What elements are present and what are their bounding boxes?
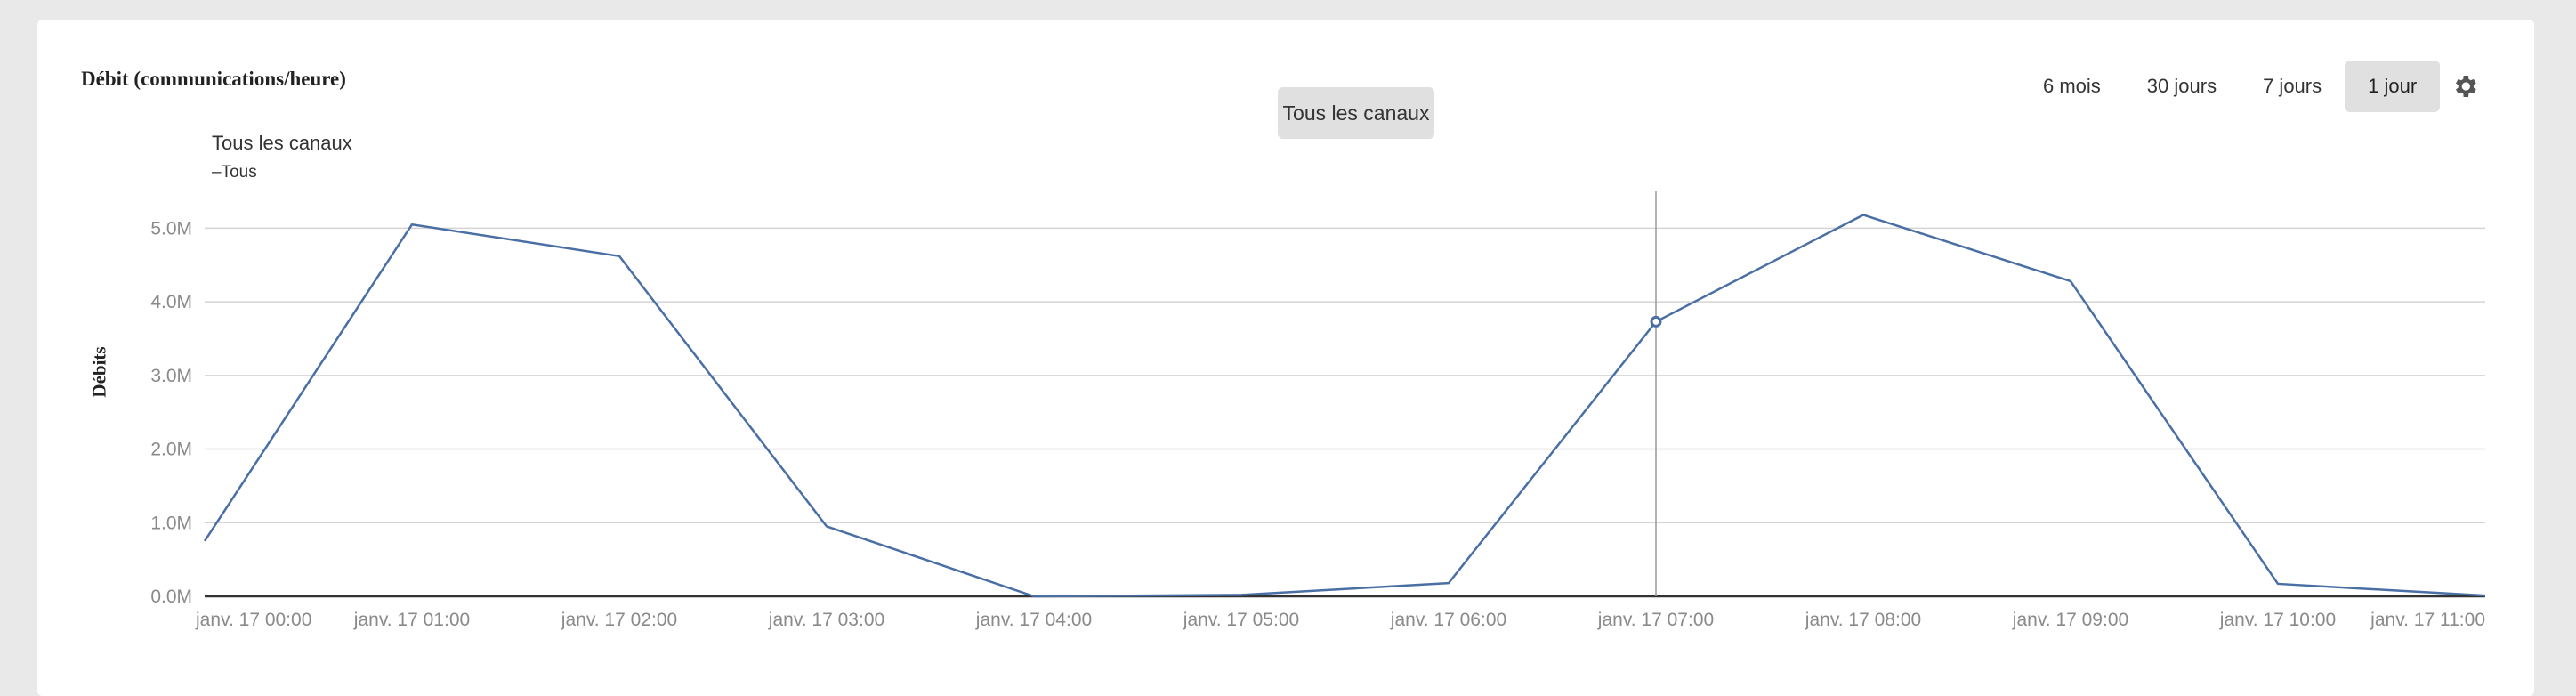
y-tick-label: 3.0M xyxy=(150,366,192,386)
time-range-selector: 6 mois 30 jours 7 jours 1 jour xyxy=(2020,61,2484,112)
y-tick-label: 2.0M xyxy=(150,440,192,460)
x-tick-label: janv. 17 00:00 xyxy=(195,610,311,630)
x-tick-label: janv. 17 05:00 xyxy=(1183,610,1299,630)
y-tick-label: 4.0M xyxy=(150,292,192,312)
hover-point xyxy=(1650,315,1662,328)
chart-title: Débit (communications/heure) xyxy=(81,68,346,90)
y-tick-label: 1.0M xyxy=(150,513,192,533)
x-tick-label: janv. 17 10:00 xyxy=(2219,610,2336,630)
legend-item-tous[interactable]: –Tous xyxy=(212,163,257,182)
x-tick-label: janv. 17 07:00 xyxy=(1597,610,1714,630)
range-1-day-button[interactable]: 1 jour xyxy=(2345,61,2441,112)
x-tick-label: janv. 17 08:00 xyxy=(1805,610,1921,630)
x-tick-label: janv. 17 04:00 xyxy=(975,610,1092,630)
x-tick-label: janv. 17 03:00 xyxy=(768,610,884,630)
x-tick-label: janv. 17 02:00 xyxy=(561,610,677,630)
series-line-tous xyxy=(203,214,2486,598)
legend-title: Tous les canaux xyxy=(212,132,352,154)
gear-icon[interactable] xyxy=(2445,61,2484,112)
y-tick-label: 0.0M xyxy=(150,587,192,607)
y-tick-label: 5.0M xyxy=(150,218,192,239)
range-6-months-button[interactable]: 6 mois xyxy=(2043,75,2101,97)
hover-tooltip: Tous les canaux xyxy=(1278,87,1434,139)
x-tick-label: janv. 17 06:00 xyxy=(1390,610,1506,630)
x-tick-label: janv. 17 01:00 xyxy=(353,610,470,630)
range-7-days-button[interactable]: 7 jours xyxy=(2263,75,2322,97)
x-tick-label: janv. 17 11:00 xyxy=(2370,610,2485,630)
x-tick-label: janv. 17 09:00 xyxy=(2012,610,2128,630)
range-30-days-button[interactable]: 30 jours xyxy=(2146,75,2217,97)
